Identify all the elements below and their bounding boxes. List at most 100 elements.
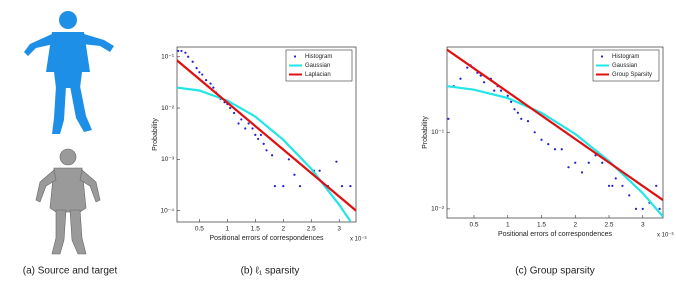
caption: (a) Source and target [23,266,118,277]
x-tick-label: 3 [337,226,341,233]
histogram-point [198,71,201,74]
histogram-point [493,89,496,92]
x-tick-label: 1 [226,226,230,233]
legend-swatch [293,55,297,58]
histogram-point [459,77,462,80]
histogram-point [195,67,198,70]
histogram-point [282,185,285,188]
fit-line [447,85,663,218]
histogram-point [318,169,321,172]
histogram-point [209,82,212,85]
caption: (b) ℓ₁ sparsity [241,266,300,277]
histogram-point [201,73,204,76]
histogram-point [254,133,257,136]
histogram-point [177,49,180,53]
histogram-point [293,173,296,176]
histogram-point [262,142,265,145]
histogram-point [191,60,194,63]
x-tick-label: 2.5 [604,222,613,229]
histogram-point [259,133,263,136]
fit-line [447,48,663,202]
histogram-point [187,55,190,58]
legend-label: Group Sparsity [612,72,652,78]
histogram-point [447,117,450,120]
histogram-point [184,51,187,54]
histogram-point [479,74,482,77]
histogram-point [553,148,557,151]
x-tick-label: 2.5 [307,226,316,233]
plot-area [177,49,356,222]
y-axis-label: Probability [152,118,159,151]
x-multiplier: x 10⁻³ [657,233,674,239]
histogram-point [265,149,268,152]
histogram-point [547,143,550,146]
histogram-point [240,118,243,121]
histogram-point [204,79,208,82]
plot-frame [176,46,357,223]
x-tick-label: 0.5 [195,226,204,233]
histogram-point [540,138,543,141]
fit-line [177,59,356,212]
histogram-point [520,117,523,120]
y-tick-label: 10⁻³ [161,156,175,163]
histogram-point [466,66,469,69]
histogram-point [506,94,509,97]
histogram-point [251,127,254,130]
legend-label: Laplacian [305,72,331,78]
legend-box [285,49,353,82]
source-mesh [24,11,114,134]
y-tick-label: 10⁻¹ [161,53,175,60]
histogram-point [513,108,516,111]
histogram-point [287,158,290,161]
y-axis-label: Probability [422,116,429,149]
histogram-point [567,166,570,169]
histogram-point [510,100,513,103]
x-tick-label: 1.5 [537,222,546,229]
histogram-point [244,127,247,130]
histogram-point [580,171,584,174]
x-axis-label: Positional errors of correspondences [209,235,324,242]
histogram-point [526,120,530,123]
histogram-point [634,207,638,210]
y-tick-label: 10⁻⁴ [161,207,175,214]
histogram-point [180,49,183,53]
histogram-point [499,89,503,92]
histogram-point [628,194,631,197]
x-tick-label: 2 [573,222,577,229]
histogram-point [574,161,577,164]
histogram-point [611,184,614,187]
caption: (c) Group sparsity [515,266,594,277]
histogram-point [641,207,644,210]
histogram-point [340,185,344,188]
fit-line [177,86,352,222]
histogram-point [601,161,604,164]
x-tick-label: 2 [281,226,285,233]
y-tick-label: 10⁻¹ [431,129,445,136]
x-tick-label: 0.5 [469,222,478,229]
target-mesh [35,148,101,255]
histogram-point [655,184,658,187]
histogram-point [658,207,661,210]
legend-label: Histogram [612,54,639,60]
histogram-point [587,161,590,164]
histogram-point [232,111,236,115]
y-tick-label: 10⁻² [431,206,445,213]
histogram-point [270,154,274,157]
histogram-point [533,131,536,134]
histogram-point [237,122,240,125]
x-axis-label: Positional errors of correspondences [498,231,613,238]
x-tick-label: 1.5 [251,226,260,233]
histogram-point [335,160,338,163]
x-tick-label: 1 [506,222,510,229]
histogram-point [257,137,260,141]
histogram-point [247,122,250,125]
histogram-point [614,177,617,180]
histogram-point [212,86,215,89]
x-multiplier: x 10⁻³ [350,237,367,243]
histogram-point [483,81,486,84]
legend-label: Gaussian [305,63,330,69]
x-tick-label: 3 [641,222,645,229]
histogram-point [298,185,302,188]
legend-label: Gaussian [612,63,637,69]
